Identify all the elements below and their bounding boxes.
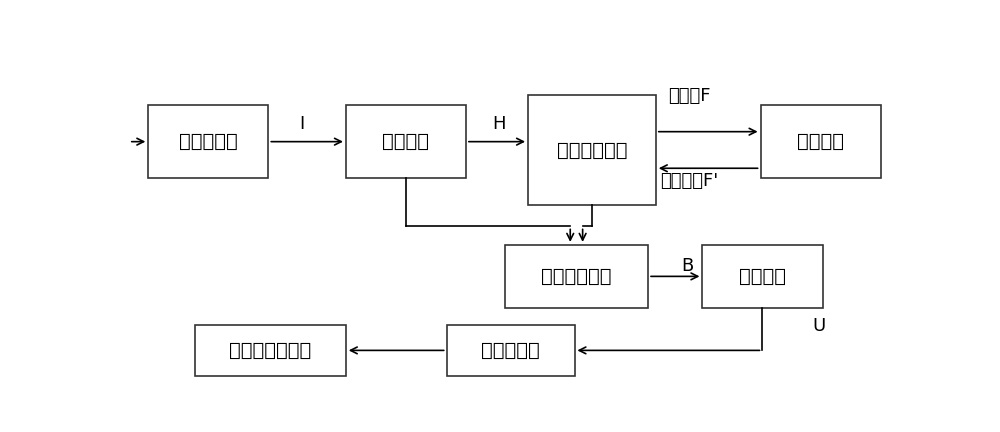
Bar	[702, 245, 822, 308]
Text: 模数转换器: 模数转换器	[481, 341, 540, 360]
Text: 数控恒流源: 数控恒流源	[179, 132, 238, 151]
Bar	[761, 105, 881, 178]
Text: 预紧力F: 预紧力F	[668, 87, 710, 105]
Bar	[195, 324, 346, 376]
Bar	[148, 105, 268, 178]
Text: B: B	[681, 257, 694, 275]
Text: 计算机控制系统: 计算机控制系统	[229, 341, 311, 360]
Text: 超磁致伸缩棒: 超磁致伸缩棒	[557, 140, 627, 159]
Text: 激励线圈: 激励线圈	[382, 132, 429, 151]
Bar	[346, 105, 466, 178]
Bar	[447, 324, 574, 376]
Text: H: H	[493, 115, 506, 133]
Text: I: I	[299, 115, 304, 133]
Bar	[528, 95, 656, 205]
Text: 反作用力F': 反作用力F'	[660, 172, 718, 190]
Text: 拾取线圈: 拾取线圈	[739, 267, 786, 286]
Bar	[505, 245, 648, 308]
Text: U: U	[812, 317, 825, 335]
Text: 丝杠螺母: 丝杠螺母	[797, 132, 844, 151]
Text: 耦合后的磁场: 耦合后的磁场	[541, 267, 612, 286]
